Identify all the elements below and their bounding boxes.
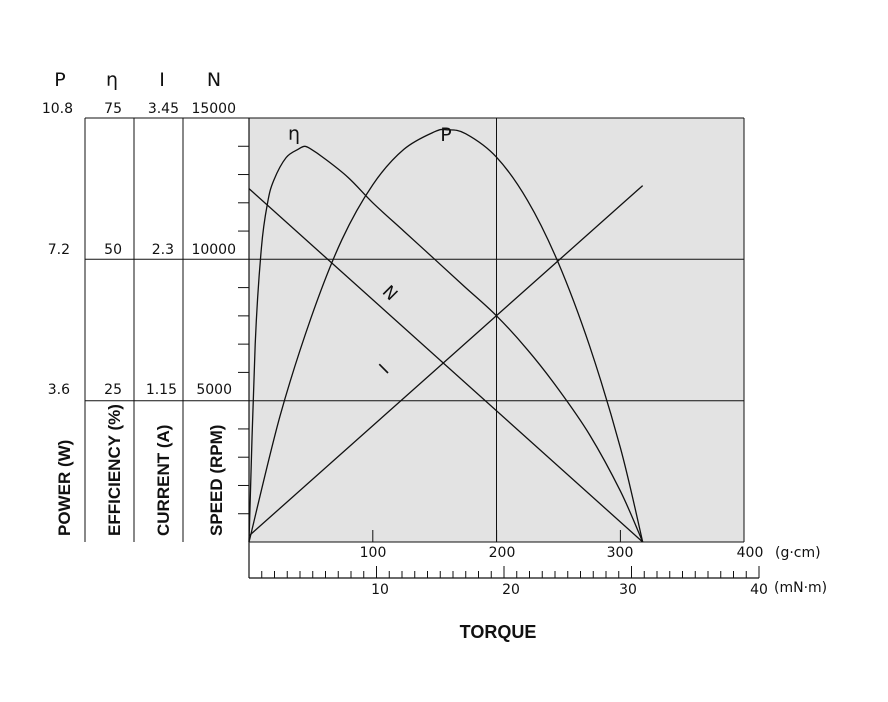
power-curve bbox=[248, 128, 644, 543]
current-axis-label: CURRENT (A) bbox=[154, 425, 173, 536]
power-axis-label: POWER (W) bbox=[55, 440, 74, 536]
x-top-unit-label: (g·cm) bbox=[775, 545, 821, 561]
x-top-tick-label-400: 400 bbox=[737, 545, 764, 561]
speed-tick-0: 15000 bbox=[191, 101, 236, 117]
speed-axis-minor-ticks bbox=[238, 145, 249, 515]
efficiency-tick-0: 75 bbox=[104, 101, 122, 117]
x-bottom-unit-label: (mN·m) bbox=[774, 580, 827, 596]
x-axis-bottom-ticks bbox=[261, 566, 760, 578]
efficiency-symbol: η bbox=[106, 69, 118, 91]
efficiency-series-label: η bbox=[288, 123, 300, 145]
power-tick-0: 10.8 bbox=[42, 101, 73, 117]
current-line bbox=[248, 185, 644, 537]
x-bottom-tick-label-10: 10 bbox=[371, 582, 389, 598]
efficiency-curve bbox=[248, 145, 644, 543]
efficiency-axis-label: EFFICIENCY (%) bbox=[105, 404, 124, 536]
current-tick-1: 2.3 bbox=[152, 242, 174, 258]
x-top-tick-label-100: 100 bbox=[360, 545, 387, 561]
speed-axis-label: SPEED (RPM) bbox=[207, 425, 226, 536]
speed-symbol: N bbox=[207, 69, 221, 91]
speed-line bbox=[248, 188, 644, 543]
speed-tick-2: 5000 bbox=[196, 382, 232, 398]
current-tick-0: 3.45 bbox=[148, 101, 179, 117]
x-bottom-tick-label-30: 30 bbox=[619, 582, 637, 598]
x-top-tick-label-300: 300 bbox=[607, 545, 634, 561]
current-tick-2: 1.15 bbox=[146, 382, 177, 398]
power-symbol: P bbox=[54, 69, 65, 91]
x-axis-top-ticks bbox=[372, 530, 621, 542]
current-symbol: I bbox=[159, 69, 165, 91]
power-tick-1: 7.2 bbox=[48, 242, 70, 258]
x-bottom-tick-label-20: 20 bbox=[502, 582, 520, 598]
power-tick-2: 3.6 bbox=[48, 382, 70, 398]
speed-tick-1: 10000 bbox=[191, 242, 236, 258]
x-top-tick-label-200: 200 bbox=[489, 545, 516, 561]
power-series-label: P bbox=[440, 124, 451, 146]
efficiency-tick-2: 25 bbox=[104, 382, 122, 398]
efficiency-tick-1: 50 bbox=[104, 242, 122, 258]
x-axis-title: TORQUE bbox=[460, 622, 537, 642]
x-bottom-tick-label-40: 40 bbox=[750, 582, 768, 598]
